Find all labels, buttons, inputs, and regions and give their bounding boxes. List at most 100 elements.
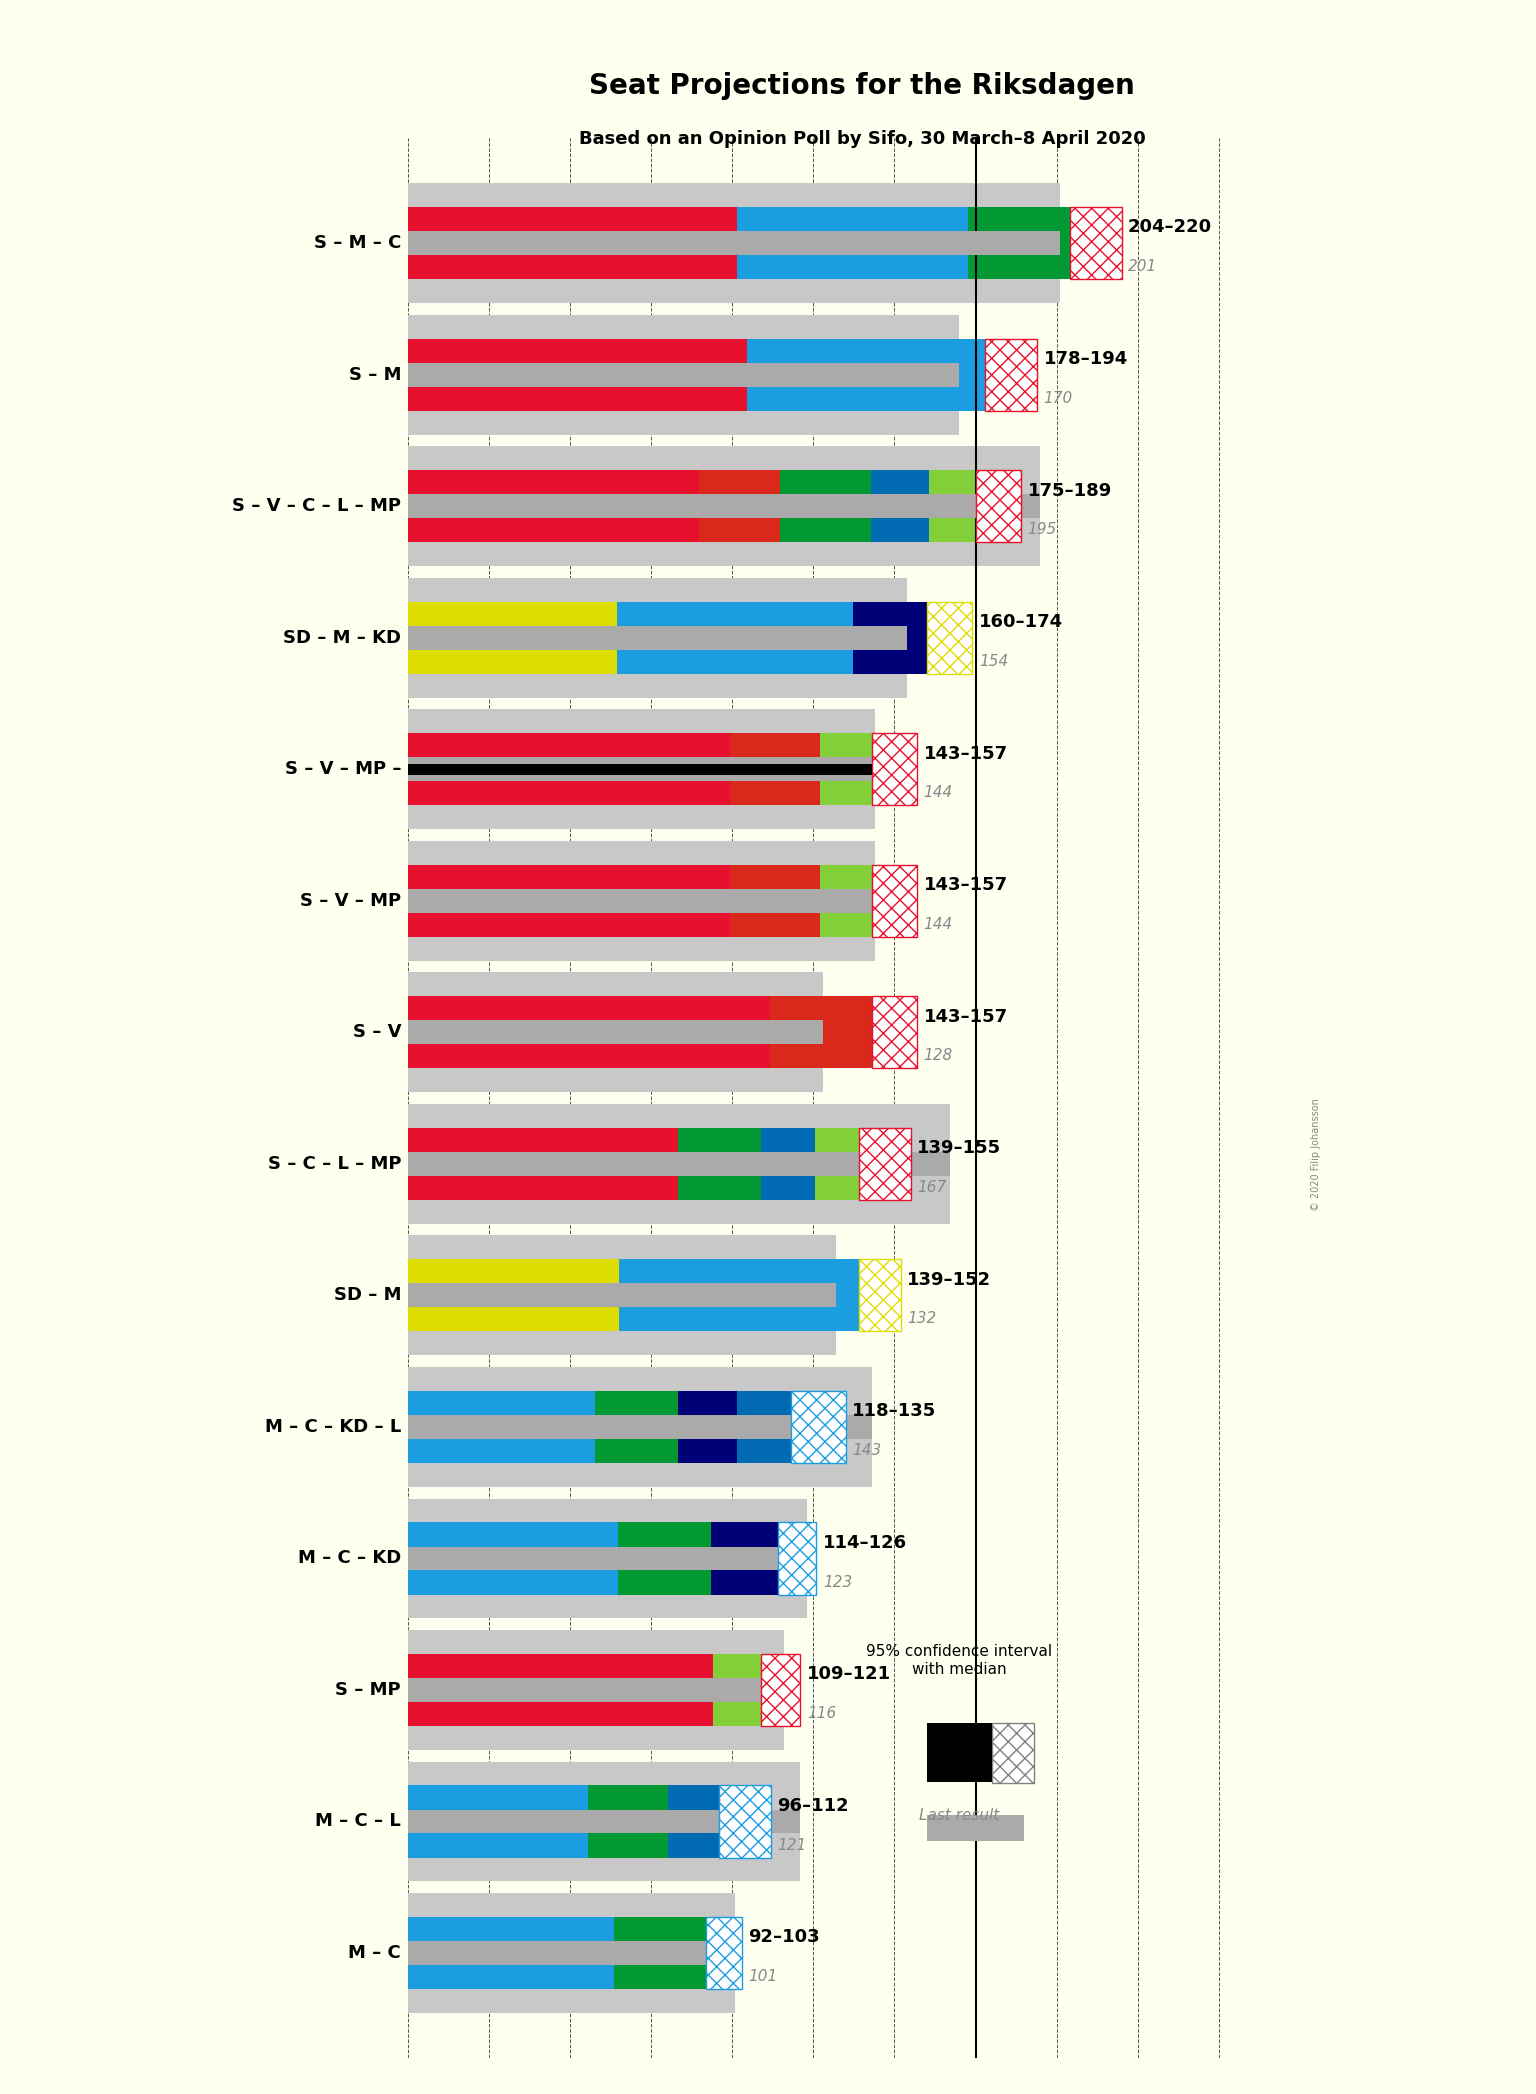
Text: SD – M: SD – M (333, 1286, 401, 1305)
Bar (762, 1129, 816, 1200)
Bar (777, 1522, 817, 1594)
Bar (668, 1786, 719, 1857)
Bar (800, 1522, 809, 1594)
Bar (407, 362, 960, 387)
Bar (407, 1020, 823, 1045)
Bar (407, 471, 699, 542)
Bar (816, 1129, 859, 1200)
Bar (407, 626, 908, 649)
Text: S – V – MP –: S – V – MP – (284, 760, 401, 779)
Bar (945, 601, 966, 674)
Bar (985, 339, 1037, 410)
Bar (407, 972, 823, 1093)
Bar (912, 865, 917, 936)
Text: S – C – L – MP: S – C – L – MP (267, 1154, 401, 1173)
Text: S – V – MP: S – V – MP (300, 892, 401, 909)
Text: M – C – KD – L: M – C – KD – L (264, 1418, 401, 1436)
Bar (1015, 339, 1037, 410)
Bar (968, 207, 1069, 279)
Text: 143–157: 143–157 (923, 745, 1008, 762)
Bar (677, 1129, 762, 1200)
Bar (407, 1522, 617, 1594)
Bar (407, 1390, 594, 1464)
Bar (407, 710, 876, 829)
Text: M – C: M – C (349, 1943, 401, 1962)
Bar (407, 232, 1060, 255)
Bar (619, 1258, 859, 1332)
Bar (762, 1654, 796, 1725)
Bar (407, 1629, 783, 1751)
Bar (616, 601, 852, 674)
Text: S – V: S – V (353, 1024, 401, 1041)
Bar (713, 1654, 762, 1725)
Bar (839, 1390, 846, 1464)
Text: 123: 123 (823, 1575, 852, 1589)
Bar (407, 1499, 806, 1619)
Text: 132: 132 (908, 1311, 937, 1326)
Text: 143–157: 143–157 (923, 1007, 1008, 1026)
Text: S – M: S – M (349, 366, 401, 383)
Bar (908, 997, 917, 1068)
Bar (929, 471, 975, 542)
Text: 178–194: 178–194 (1043, 350, 1127, 369)
Bar (992, 1723, 1034, 1782)
Bar (588, 1786, 668, 1857)
Bar (871, 733, 917, 806)
Bar (730, 865, 820, 936)
Text: SD – M – KD: SD – M – KD (283, 628, 401, 647)
Bar (791, 1390, 817, 1464)
Bar (889, 1129, 900, 1200)
Bar (1012, 471, 1017, 542)
Bar (903, 733, 912, 806)
Bar (820, 865, 871, 936)
Text: 201: 201 (1127, 260, 1157, 274)
Bar (407, 1152, 949, 1175)
Text: 109–121: 109–121 (806, 1665, 891, 1684)
Text: M – C – L: M – C – L (315, 1811, 401, 1830)
Bar (407, 865, 730, 936)
Bar (780, 471, 871, 542)
Bar (699, 471, 780, 542)
Bar (975, 471, 998, 542)
Text: 143–157: 143–157 (923, 875, 1008, 894)
Text: 160–174: 160–174 (978, 614, 1063, 630)
Bar (903, 865, 912, 936)
Bar (871, 865, 917, 936)
Bar (407, 1104, 949, 1223)
Text: S – MP: S – MP (335, 1681, 401, 1698)
Bar (407, 764, 871, 775)
Bar (871, 733, 903, 806)
Text: 128: 128 (923, 1049, 952, 1064)
Bar (859, 1129, 911, 1200)
Bar (407, 1761, 800, 1880)
Bar (926, 601, 945, 674)
Bar (407, 1809, 800, 1832)
Text: 204–220: 204–220 (1127, 218, 1212, 237)
Bar (407, 1941, 736, 1964)
Bar (985, 339, 1015, 410)
Bar (871, 997, 917, 1068)
Bar (871, 865, 903, 936)
Text: 167: 167 (917, 1181, 946, 1196)
Bar (407, 758, 876, 781)
Text: Seat Projections for the Riksdagen: Seat Projections for the Riksdagen (590, 71, 1135, 101)
Bar (407, 314, 960, 436)
Text: 143: 143 (852, 1443, 882, 1457)
Text: 139–155: 139–155 (917, 1139, 1001, 1158)
Bar (407, 339, 748, 410)
Bar (407, 1786, 588, 1857)
Bar (614, 1916, 707, 1989)
Bar (820, 733, 871, 806)
Bar (407, 1654, 713, 1725)
Text: © 2020 Filip Johansson: © 2020 Filip Johansson (1312, 1097, 1321, 1210)
Bar (852, 601, 926, 674)
Bar (407, 1258, 619, 1332)
Bar (407, 1235, 836, 1355)
Bar (1069, 207, 1095, 279)
Bar (817, 1390, 829, 1464)
Bar (407, 494, 1040, 517)
Bar (906, 1129, 911, 1200)
Bar (762, 1786, 771, 1857)
Bar (407, 1284, 836, 1307)
Bar (711, 1522, 777, 1594)
